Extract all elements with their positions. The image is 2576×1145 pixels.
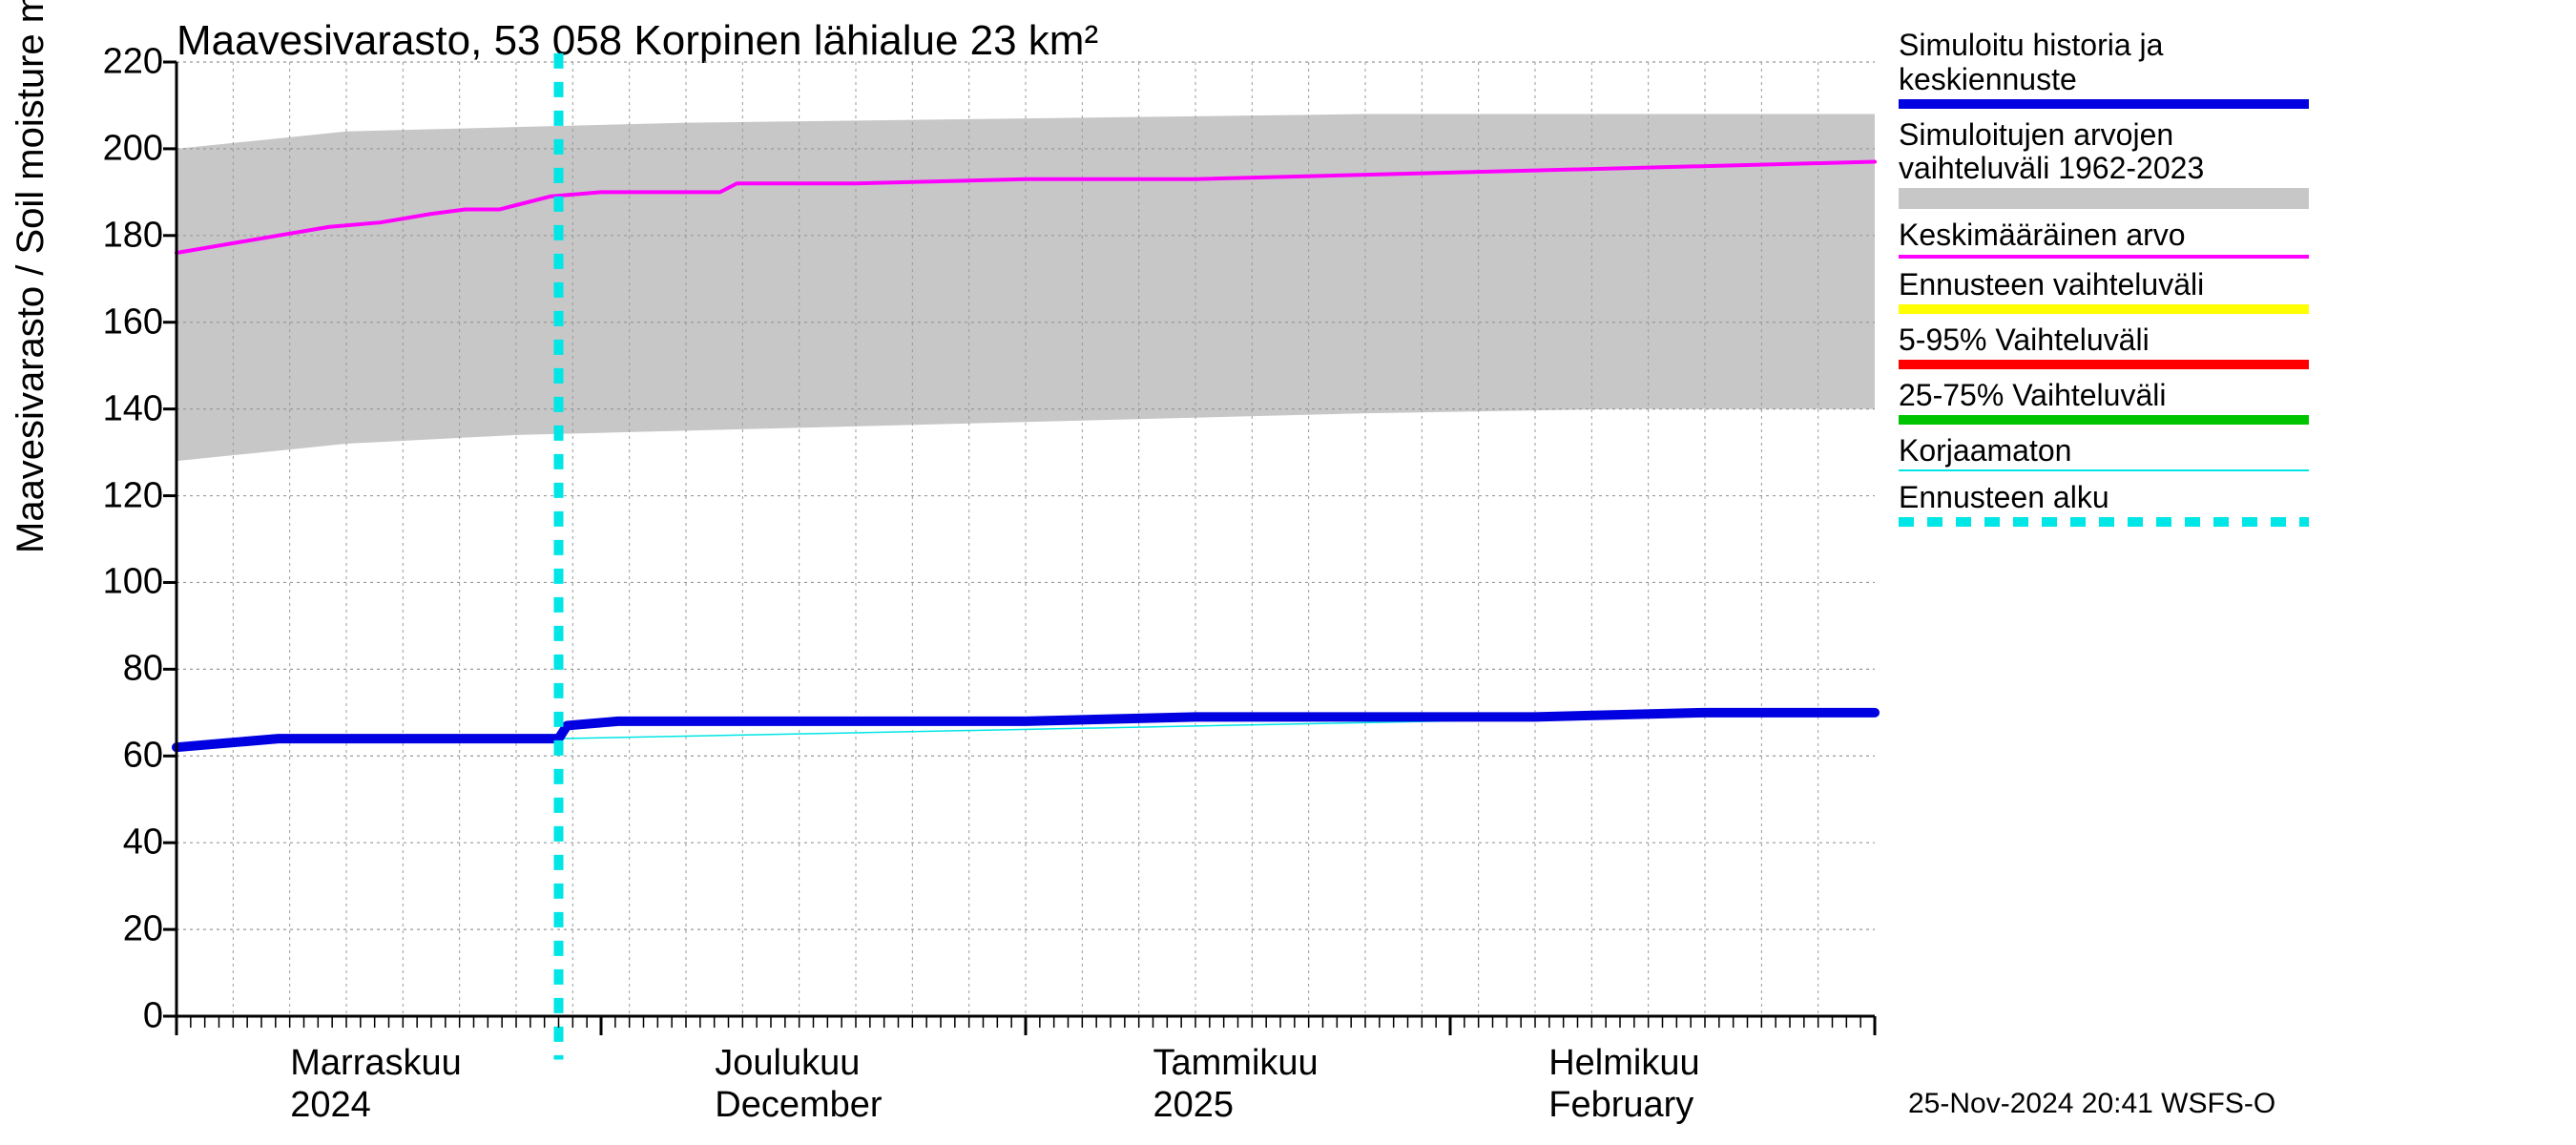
y-tick-label: 60 bbox=[87, 736, 163, 777]
chart-title: Maavesivarasto, 53 058 Korpinen lähialue… bbox=[177, 17, 1098, 65]
y-tick-label: 180 bbox=[87, 215, 163, 256]
legend-swatch bbox=[1899, 188, 2309, 209]
y-tick-label: 40 bbox=[87, 822, 163, 864]
y-tick-label: 100 bbox=[87, 562, 163, 603]
legend-item: Simuloitu historia ja keskiennuste bbox=[1899, 29, 2328, 109]
legend-swatch bbox=[1899, 99, 2309, 109]
legend-label: Simuloitu historia ja keskiennuste bbox=[1899, 29, 2328, 97]
chart-container: Maavesivarasto, 53 058 Korpinen lähialue… bbox=[0, 0, 2576, 1145]
x-tick-label: Tammikuu 2025 bbox=[1153, 1043, 1319, 1126]
legend-label: Ennusteen alku bbox=[1899, 481, 2328, 515]
y-tick-label: 200 bbox=[87, 128, 163, 169]
legend-label: Keskimääräinen arvo bbox=[1899, 219, 2328, 253]
legend-label: Korjaamaton bbox=[1899, 434, 2328, 468]
x-tick-label: Joulukuu December bbox=[715, 1043, 882, 1126]
legend: Simuloitu historia ja keskiennuste Simulo… bbox=[1899, 29, 2328, 536]
footer-timestamp: 25-Nov-2024 20:41 WSFS-O bbox=[1908, 1088, 2275, 1120]
y-tick-label: 160 bbox=[87, 302, 163, 343]
legend-swatch bbox=[1899, 469, 2309, 471]
legend-swatch bbox=[1899, 415, 2309, 425]
legend-label: 5-95% Vaihteluväli bbox=[1899, 323, 2328, 358]
y-tick-label: 80 bbox=[87, 649, 163, 690]
legend-swatch bbox=[1899, 517, 2309, 527]
y-axis-label: Maavesivarasto / Soil moisture mm bbox=[10, 0, 52, 553]
x-tick-label: Helmikuu February bbox=[1548, 1043, 1699, 1126]
legend-label: 25-75% Vaihteluväli bbox=[1899, 379, 2328, 413]
legend-swatch bbox=[1899, 304, 2309, 314]
y-tick-label: 220 bbox=[87, 42, 163, 83]
legend-item: Ennusteen alku bbox=[1899, 481, 2328, 527]
legend-label: Ennusteen vaihteluväli bbox=[1899, 268, 2328, 302]
legend-item: Ennusteen vaihteluväli bbox=[1899, 268, 2328, 314]
legend-item: Korjaamaton bbox=[1899, 434, 2328, 472]
y-tick-label: 20 bbox=[87, 909, 163, 950]
legend-item: Keskimääräinen arvo bbox=[1899, 219, 2328, 259]
legend-label: Simuloitujen arvojen vaihteluväli 1962-2… bbox=[1899, 118, 2328, 187]
legend-item: 25-75% Vaihteluväli bbox=[1899, 379, 2328, 425]
legend-swatch bbox=[1899, 360, 2309, 369]
plot-svg bbox=[177, 62, 1875, 1016]
y-tick-label: 140 bbox=[87, 388, 163, 429]
y-tick-label: 120 bbox=[87, 475, 163, 516]
y-tick-label: 0 bbox=[87, 996, 163, 1037]
legend-item: Simuloitujen arvojen vaihteluväli 1962-2… bbox=[1899, 118, 2328, 210]
legend-item: 5-95% Vaihteluväli bbox=[1899, 323, 2328, 369]
plot-area bbox=[177, 62, 1875, 1016]
legend-swatch bbox=[1899, 255, 2309, 259]
x-tick-label: Marraskuu 2024 bbox=[290, 1043, 462, 1126]
